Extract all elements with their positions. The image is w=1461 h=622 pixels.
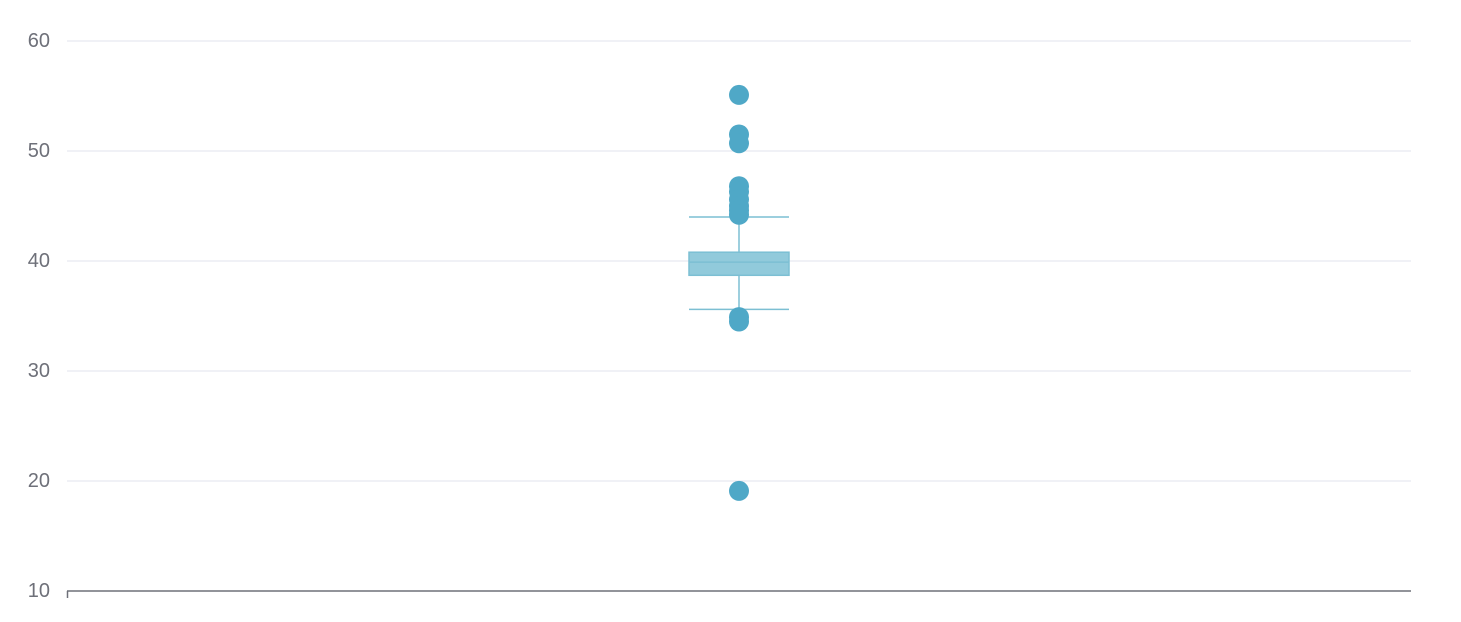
x-axis — [66, 590, 1411, 598]
y-tick-label: 60 — [28, 30, 50, 52]
y-tick-label: 40 — [28, 250, 50, 272]
y-tick-label: 10 — [28, 580, 50, 602]
box-plot — [688, 216, 790, 311]
y-tick-label: 50 — [28, 140, 50, 162]
outlier-point — [729, 204, 749, 225]
outlier-points — [729, 84, 749, 501]
y-axis-tick-labels: 10 20 30 40 50 60 — [28, 30, 50, 602]
outlier-point — [729, 84, 749, 105]
outlier-point — [729, 480, 749, 501]
outlier-point — [729, 133, 749, 154]
outlier-point — [729, 311, 749, 332]
y-tick-label: 30 — [28, 360, 50, 382]
box-body — [688, 251, 790, 277]
y-tick-label: 20 — [28, 470, 50, 492]
